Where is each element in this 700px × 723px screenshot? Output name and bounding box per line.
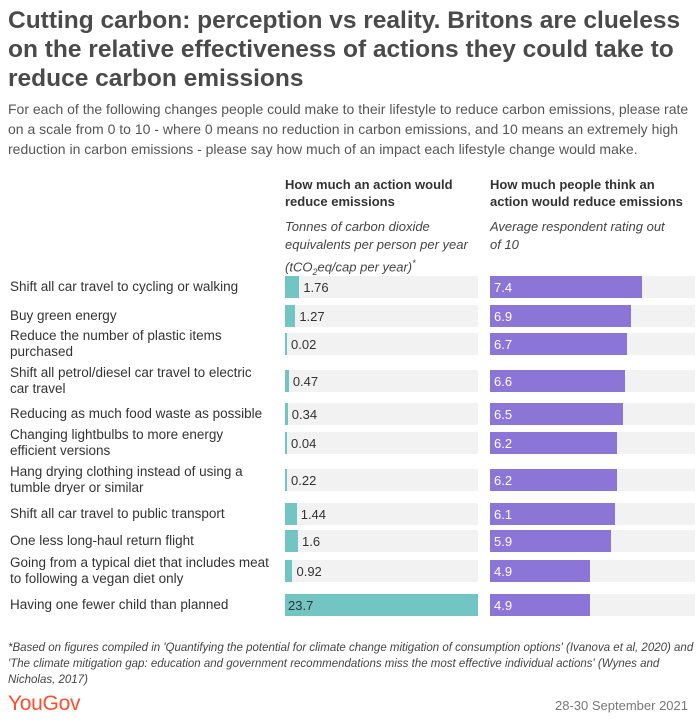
actual-bar-track [285,503,478,525]
row-label: Shift all petrol/diesel car travel to el… [10,365,252,396]
perceived-bar-label: 6.6 [494,373,513,389]
actual-bar-track [285,560,478,582]
perceived-bar [490,333,628,355]
actual-bar-track [285,530,478,552]
perceived-bar-label: 6.7 [494,336,513,352]
row-label: Having one fewer child than planned [10,597,229,612]
perceived-bar-label: 4.9 [494,597,513,613]
perceived-bar-label: 6.2 [494,435,513,451]
perceived-bar-label: 5.9 [494,533,513,549]
actual-bar-label: 0.22 [291,472,317,488]
actual-bar-track [285,432,478,454]
perceived-bar [490,305,632,327]
row-label: Shift all car travel to cycling or walki… [10,279,239,294]
row-label: Reducing as much food waste as possible [10,406,263,421]
actual-bar-label: 0.34 [291,406,318,422]
perceived-bar-label: 6.9 [494,308,513,324]
actual-bar-track [285,403,478,425]
actual-bar [285,333,287,355]
footnote: *Based on figures compiled in 'Quantifyi… [8,642,694,686]
actual-column-subheading: Tonnes of carbon dioxide equivalents per… [285,219,468,277]
actual-bar-track [285,333,478,355]
actual-bar-track [285,305,478,327]
actual-bar-label: 0.47 [292,373,319,389]
actual-bar [285,560,293,582]
perceived-bar [490,403,624,425]
perceived-bar [490,432,618,454]
actual-bar [285,370,289,392]
perceived-column-subheading: Average respondent rating out of 10 [490,219,665,252]
actual-column-heading: How much an action would reduce emission… [285,177,453,209]
perceived-column-heading: How much people think an action would re… [490,177,683,209]
perceived-bar [490,503,616,525]
actual-bar [285,305,296,327]
actual-bar-label: 0.04 [291,435,317,451]
perceived-bar [490,276,642,298]
actual-bar [285,276,300,298]
actual-bar-track [285,370,478,392]
actual-bar [285,403,288,425]
actual-bar [285,530,299,552]
perceived-bar-label: 6.5 [494,406,513,422]
row-label: Shift all car travel to public transport [10,506,225,521]
actual-bar-label: 0.92 [296,563,322,579]
actual-bar-label: 1.6 [302,533,321,549]
actual-bar-track [285,469,478,491]
actual-bar [285,469,287,491]
row-label: Reduce the number of plastic items purch… [10,328,222,359]
row-label: Going from a typical diet that includes … [10,555,269,586]
actual-bar [285,503,297,525]
yougov-logo: YouGov [8,692,81,715]
perceived-bar [490,560,591,582]
actual-bar-label: 1.44 [300,506,327,522]
actual-bar-label: 0.02 [291,336,317,352]
chart-subtitle: For each of the following changes people… [8,101,689,157]
row-label: Changing lightbulbs to more energy effic… [10,427,224,458]
actual-bar-track [285,276,478,298]
row-label: Buy green energy [10,308,117,323]
row-label: One less long-haul return flight [10,533,194,548]
perceived-bar-label: 7.4 [494,279,513,295]
perceived-bar-label: 4.9 [494,563,513,579]
perceived-bar [490,469,618,491]
perceived-bar [490,594,591,616]
row-label: Hang drying clothing instead of using a … [10,464,243,495]
actual-bar-label: 23.7 [288,597,314,613]
perceived-bar-label: 6.1 [494,506,513,522]
chart-title: Cutting carbon: perception vs reality. B… [8,7,681,92]
actual-bar [285,594,478,616]
survey-date: 28-30 September 2021 [555,698,688,713]
actual-bar-label: 1.27 [299,308,325,324]
perceived-bar [490,370,626,392]
actual-bar [285,432,287,454]
perceived-bar [490,530,611,552]
perceived-bar-label: 6.2 [494,472,513,488]
actual-bar-label: 1.76 [303,279,329,295]
